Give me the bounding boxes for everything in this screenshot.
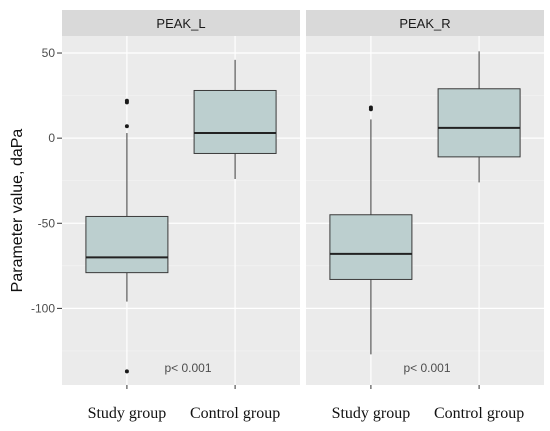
y-axis-title: Parameter value, daPa bbox=[9, 129, 26, 293]
panel-strip-label: PEAK_L bbox=[156, 16, 205, 31]
x-tick-label: Study group bbox=[88, 405, 167, 422]
panel-strip bbox=[306, 10, 544, 36]
y-tick-label: -100 bbox=[31, 301, 55, 315]
y-tick-label: 0 bbox=[48, 131, 55, 145]
y-tick-label: -50 bbox=[38, 216, 56, 230]
panel-strip bbox=[62, 10, 300, 36]
panel-background bbox=[62, 36, 300, 385]
outlier-point bbox=[124, 124, 129, 129]
outlier-point bbox=[124, 369, 129, 374]
p-value-annotation: p< 0.001 bbox=[164, 361, 211, 375]
outlier-point bbox=[124, 100, 129, 105]
outlier-point bbox=[368, 107, 373, 112]
p-value-annotation: p< 0.001 bbox=[403, 361, 450, 375]
box bbox=[193, 89, 277, 154]
panel-strip-label: PEAK_R bbox=[399, 16, 450, 31]
x-tick-label: Control group bbox=[190, 405, 280, 422]
box bbox=[437, 88, 521, 158]
x-tick-label: Control group bbox=[434, 405, 524, 422]
box bbox=[329, 214, 413, 280]
x-tick-label: Study group bbox=[332, 405, 411, 422]
box bbox=[85, 215, 169, 274]
y-tick-label: 50 bbox=[42, 46, 56, 60]
